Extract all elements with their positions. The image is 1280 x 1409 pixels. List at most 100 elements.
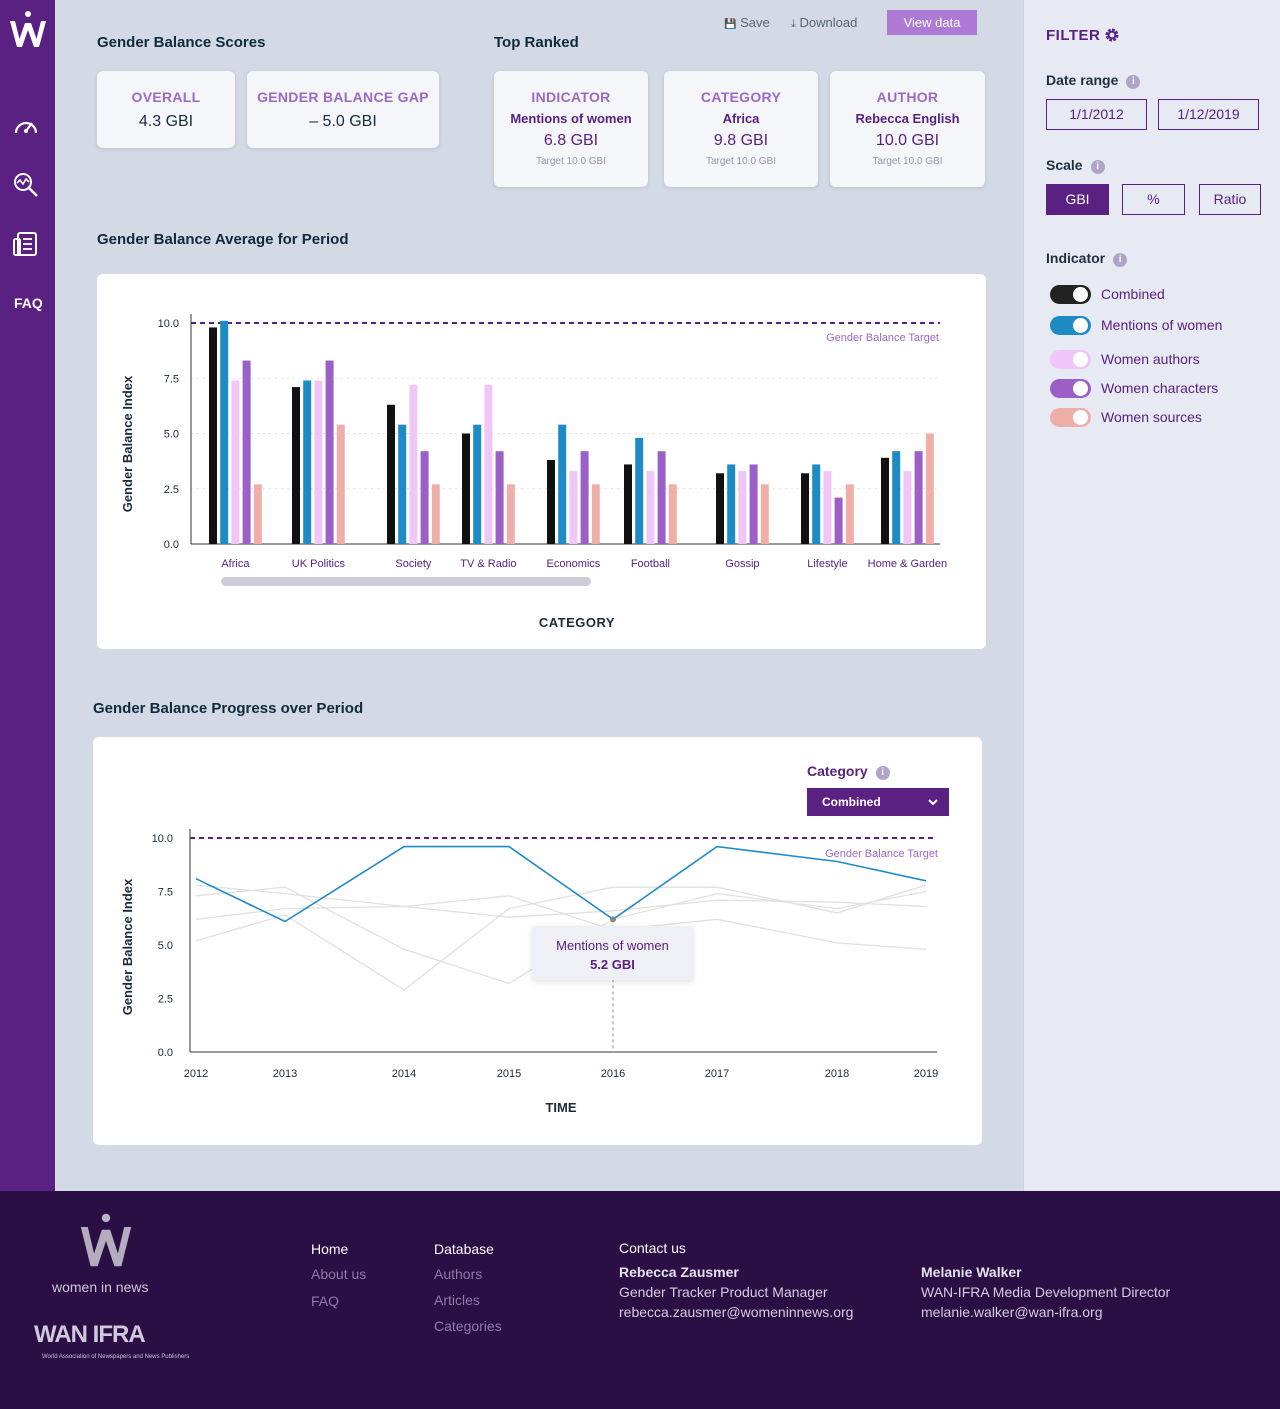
download-button[interactable]: ⤓ Download bbox=[791, 15, 857, 31]
wan-ifra-logo[interactable]: WAN IFRA bbox=[34, 1321, 146, 1348]
bar bbox=[749, 464, 758, 544]
toggle-knob bbox=[1073, 317, 1088, 333]
scale-gbi-button[interactable]: GBI bbox=[1046, 184, 1109, 215]
indicator-label-text: Combined bbox=[1101, 286, 1165, 302]
articles-document-icon[interactable] bbox=[12, 230, 40, 258]
save-icon: 💾 bbox=[724, 19, 737, 30]
line-chart: 0.0 2.5 5.0 7.5 10.0 2012 2013 2014 2015 2016 2017… bbox=[120, 829, 938, 1115]
view-data-button[interactable]: View data bbox=[887, 10, 977, 35]
overall-label: OVERALL bbox=[131, 89, 201, 105]
contact-heading: Contact us bbox=[619, 1240, 686, 1256]
x-category-label: UK Politics bbox=[292, 558, 346, 570]
bar bbox=[668, 484, 677, 544]
card-target: Target 10.0 GBI bbox=[705, 156, 777, 167]
footer-authors-link[interactable]: Authors bbox=[434, 1266, 483, 1282]
y-tick-label: 2.5 bbox=[158, 994, 173, 1006]
bar bbox=[881, 457, 889, 544]
info-icon[interactable]: i bbox=[875, 766, 890, 780]
bar bbox=[892, 451, 901, 544]
toggle-knob bbox=[1073, 351, 1088, 367]
x-category-label: Football bbox=[631, 558, 670, 570]
y-tick-label: 0.0 bbox=[158, 1047, 173, 1059]
category-dropdown-value: Combined bbox=[822, 795, 881, 809]
info-icon[interactable]: i bbox=[1113, 253, 1128, 267]
contact-name: Rebecca Zausmer bbox=[619, 1264, 739, 1280]
women-in-news-logo-icon[interactable] bbox=[78, 1213, 134, 1269]
x-category-label: Africa bbox=[221, 558, 250, 570]
footer-articles-link[interactable]: Articles bbox=[434, 1292, 480, 1308]
bar bbox=[914, 451, 923, 544]
save-button[interactable]: 💾 Save bbox=[724, 15, 770, 30]
category-select-label: Category i bbox=[807, 763, 890, 780]
date-from-input[interactable]: 1/1/2012 bbox=[1046, 99, 1147, 130]
card-name: Rebecca English bbox=[855, 111, 960, 126]
top-author-card: AUTHOR Rebecca English 10.0 GBI Target 1… bbox=[830, 71, 985, 187]
card-target: Target 10.0 GBI bbox=[872, 156, 943, 167]
toggle-switch[interactable] bbox=[1050, 284, 1091, 304]
x-tick-label: 2015 bbox=[497, 1068, 521, 1080]
indicator-toggle-mentions-of-women[interactable]: Mentions of women bbox=[1050, 314, 1222, 336]
toggle-switch[interactable] bbox=[1050, 407, 1091, 427]
scale-percent-button[interactable]: % bbox=[1122, 184, 1185, 215]
bar bbox=[727, 464, 736, 544]
bar bbox=[646, 471, 655, 544]
y-tick-label: 0.0 bbox=[164, 539, 179, 551]
indicator-toggle-combined[interactable]: Combined bbox=[1050, 283, 1165, 305]
info-icon[interactable]: i bbox=[1126, 75, 1141, 89]
scale-ratio-button[interactable]: Ratio bbox=[1199, 184, 1261, 215]
bar bbox=[462, 433, 470, 544]
date-to-input[interactable]: 1/12/2019 bbox=[1158, 99, 1259, 130]
series-line-muted bbox=[195, 899, 927, 920]
bar bbox=[624, 464, 632, 544]
bar bbox=[903, 471, 912, 544]
filter-panel: FILTER Date range i 1/1/2012 1/12/2019 Sc… bbox=[1023, 0, 1280, 1191]
footer-faq-link[interactable]: FAQ bbox=[311, 1293, 340, 1309]
contact-block-1: Contact us Rebecca Zausmer Gender Tracke… bbox=[619, 1238, 853, 1322]
category-dropdown[interactable]: Combined bbox=[807, 788, 949, 816]
toggle-switch[interactable] bbox=[1050, 349, 1091, 369]
toggle-switch[interactable] bbox=[1050, 378, 1091, 398]
contact-email[interactable]: melanie.walker@wan-ifra.org bbox=[921, 1304, 1103, 1320]
bar bbox=[495, 451, 504, 544]
toggle-knob bbox=[1073, 286, 1088, 302]
dashboard-gauge-icon[interactable] bbox=[12, 113, 40, 141]
card-label: CATEGORY bbox=[700, 89, 782, 105]
x-tick-label: 2014 bbox=[392, 1068, 416, 1080]
tooltip-value: 5.2 GBI bbox=[590, 957, 635, 972]
footer-home-link[interactable]: Home bbox=[311, 1241, 349, 1257]
contact-block-2: Melanie Walker WAN-IFRA Media Developmen… bbox=[921, 1262, 1170, 1322]
indicator-toggle-women-authors[interactable]: Women authors bbox=[1050, 348, 1200, 370]
bar bbox=[547, 460, 555, 544]
bar bbox=[635, 437, 644, 544]
bar bbox=[253, 484, 262, 544]
contact-name: Melanie Walker bbox=[921, 1264, 1022, 1280]
footer-about-link[interactable]: About us bbox=[311, 1266, 367, 1282]
footer-database-link[interactable]: Database bbox=[434, 1241, 494, 1257]
top-ranked-title: Top Ranked bbox=[494, 34, 579, 51]
bar bbox=[760, 484, 769, 544]
series-line-mentions-of-women bbox=[195, 845, 927, 923]
women-in-news-logo-icon[interactable] bbox=[8, 10, 48, 50]
x-tick-label: 2019 bbox=[914, 1068, 938, 1080]
chart-scrollbar-handle[interactable] bbox=[221, 577, 591, 586]
info-icon[interactable]: i bbox=[1090, 160, 1105, 174]
footer-categories-link[interactable]: Categories bbox=[434, 1318, 502, 1334]
gear-icon[interactable] bbox=[1104, 27, 1120, 43]
analytics-search-icon[interactable] bbox=[12, 171, 40, 199]
indicator-toggle-women-sources[interactable]: Women sources bbox=[1050, 406, 1202, 428]
bar bbox=[925, 433, 934, 544]
contact-email[interactable]: rebecca.zausmer@womeninnews.org bbox=[619, 1304, 854, 1320]
bar bbox=[716, 473, 724, 544]
y-tick-label: 10.0 bbox=[152, 833, 173, 845]
x-tick-label: 2017 bbox=[705, 1068, 729, 1080]
x-tick-label: 2018 bbox=[825, 1068, 849, 1080]
hover-point bbox=[610, 916, 616, 923]
faq-nav-link[interactable]: FAQ bbox=[14, 295, 43, 311]
card-value: 6.8 GBI bbox=[543, 132, 599, 149]
toggle-switch[interactable] bbox=[1050, 315, 1091, 335]
bar bbox=[431, 484, 440, 544]
indicator-toggle-women-characters[interactable]: Women characters bbox=[1050, 377, 1218, 399]
contact-role: Gender Tracker Product Manager bbox=[619, 1284, 828, 1300]
card-target: Target 10.0 GBI bbox=[535, 156, 607, 167]
indicator-label-text: Mentions of women bbox=[1101, 317, 1223, 333]
